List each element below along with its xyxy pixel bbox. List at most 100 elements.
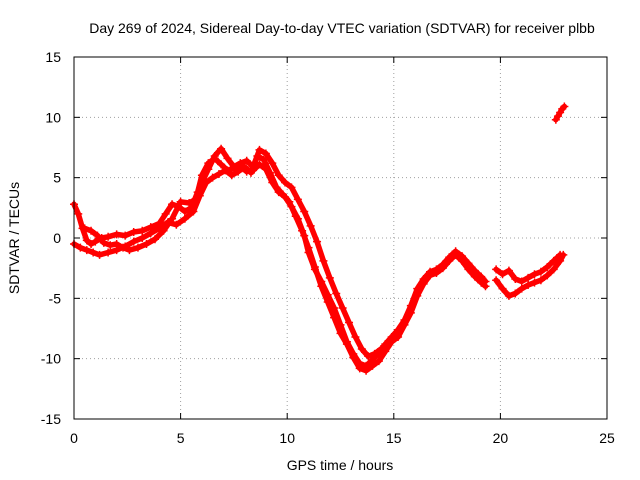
data-point [374, 357, 383, 366]
axis-ticks: 0 5 10 15 20 25 -15 -10 -5 0 5 10 15 [41, 49, 615, 446]
data-point [530, 278, 539, 287]
grid [74, 57, 607, 419]
data-point [451, 250, 460, 259]
data-point [464, 265, 473, 274]
x-tick-label: 10 [279, 430, 295, 446]
data-point [368, 361, 377, 370]
data-point [383, 342, 392, 351]
data-point [281, 178, 290, 187]
data-series [70, 102, 569, 375]
data-point [504, 266, 513, 275]
series-line [81, 145, 391, 360]
data-point [549, 256, 558, 265]
y-tick-label: 0 [53, 230, 61, 246]
data-point [498, 284, 507, 293]
data-point [106, 241, 115, 250]
data-point [406, 308, 415, 317]
data-point [306, 221, 315, 230]
data-point [180, 207, 189, 216]
data-point [125, 246, 134, 255]
data-point [349, 353, 358, 362]
series-track-f [551, 102, 569, 124]
data-point [129, 237, 138, 246]
data-point [524, 281, 533, 290]
data-point [274, 171, 283, 180]
data-point [517, 284, 526, 293]
data-point [236, 159, 245, 168]
data-point [543, 271, 552, 280]
data-point [151, 235, 160, 244]
data-point [387, 337, 396, 346]
chart-title: Day 269 of 2024, Sidereal Day-to-day VTE… [89, 20, 595, 36]
data-point [285, 197, 294, 206]
data-point [560, 102, 569, 111]
data-point [357, 345, 366, 354]
data-point [351, 332, 360, 341]
data-point [168, 214, 177, 223]
data-point [298, 226, 307, 235]
data-point [549, 265, 558, 274]
series-line [71, 153, 489, 374]
data-point [313, 237, 322, 246]
data-point [74, 209, 83, 218]
data-point [432, 268, 441, 277]
data-point [336, 329, 345, 338]
data-point [470, 272, 479, 281]
data-point [323, 297, 332, 306]
data-point [208, 173, 217, 182]
data-point [91, 237, 100, 246]
data-point [249, 162, 258, 171]
data-point [261, 149, 270, 158]
data-point [556, 250, 565, 259]
data-point [185, 199, 194, 208]
data-point [268, 159, 277, 168]
x-tick-label: 5 [177, 430, 185, 446]
data-point [304, 243, 313, 252]
data-point [242, 156, 251, 165]
data-point [221, 166, 230, 175]
data-point [89, 248, 98, 257]
data-point [104, 232, 113, 241]
x-tick-label: 20 [493, 430, 509, 446]
data-point [191, 195, 200, 204]
data-point [227, 171, 236, 180]
data-point [332, 289, 341, 298]
data-point [82, 246, 91, 255]
data-point [133, 243, 142, 252]
data-point [300, 207, 309, 216]
data-point [266, 168, 275, 177]
data-point [342, 340, 351, 349]
series-track-c [80, 144, 392, 361]
data-point [176, 197, 185, 206]
data-point [87, 226, 96, 235]
x-tick-label: 0 [70, 430, 78, 446]
data-point [161, 209, 170, 218]
data-point [76, 243, 85, 252]
data-point [345, 318, 354, 327]
data-point [217, 144, 226, 153]
y-tick-label: 15 [45, 49, 61, 65]
data-point [197, 178, 206, 187]
data-point [95, 250, 104, 259]
data-point [119, 243, 128, 252]
data-point [99, 238, 108, 247]
y-axis-label: SDTVAR / TECUs [6, 182, 22, 294]
data-point [319, 256, 328, 265]
data-point [477, 278, 486, 287]
data-point [255, 145, 264, 154]
y-tick-label: 5 [53, 170, 61, 186]
data-point [87, 240, 96, 249]
data-point [400, 320, 409, 329]
data-point [129, 227, 138, 236]
data-point [272, 183, 281, 192]
data-point [180, 214, 189, 223]
data-point [229, 162, 238, 171]
data-point [445, 256, 454, 265]
series-line [493, 252, 567, 299]
y-tick-label: 10 [45, 109, 61, 125]
series-track-e [492, 250, 565, 286]
data-point [82, 236, 91, 245]
data-point [524, 273, 533, 282]
data-point [287, 183, 296, 192]
data-point [413, 291, 422, 300]
